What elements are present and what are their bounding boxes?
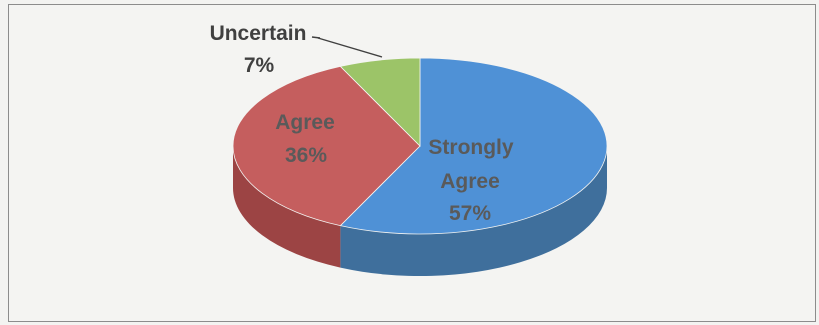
uncertain-label: Uncertain [210,22,307,45]
uncertain-value: 7% [244,54,275,77]
agree-side [233,146,341,268]
uncertain-leader-line [317,37,383,58]
pie-sides [233,146,607,276]
strongly-agree-slice [339,57,608,235]
uncertain-slice [339,57,421,147]
strongly-agree-side [340,146,607,276]
uncertain-leader-tick [311,36,321,39]
strongly-agree-label-line2: Agree [440,170,500,193]
agree-value: 36% [285,144,327,167]
agree-label: Agree [275,111,335,134]
pie-tops [232,57,608,235]
strongly-agree-value: 57% [449,202,491,225]
strongly-agree-label-line1: Strongly [428,136,513,159]
agree-slice [232,65,421,227]
